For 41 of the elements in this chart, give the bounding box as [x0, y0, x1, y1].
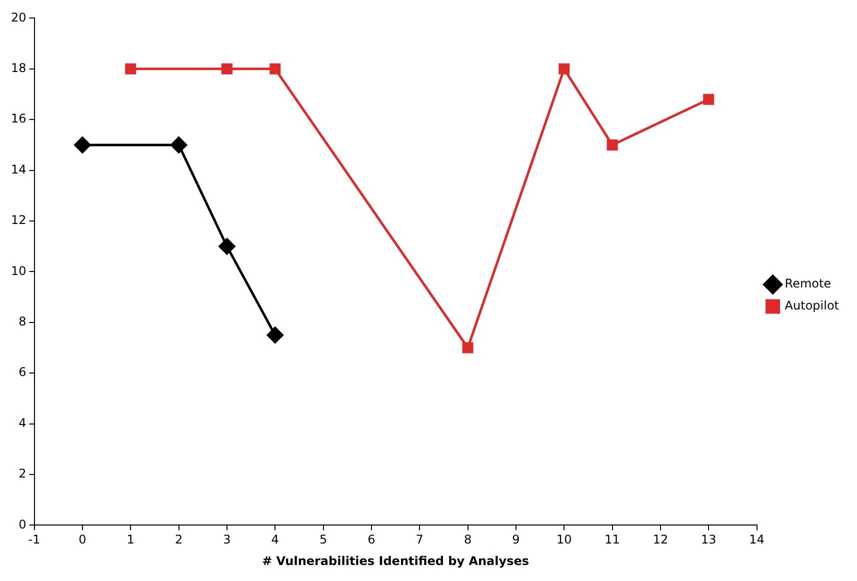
- x-tick-label: 12: [652, 532, 668, 547]
- x-tick-label: 5: [319, 532, 328, 547]
- y-tick-label: 18: [10, 61, 26, 76]
- point: [218, 238, 236, 255]
- point: [270, 63, 281, 74]
- point: [125, 63, 136, 74]
- x-axis-title: # Vulnerabilities Identified by Analyses: [262, 554, 530, 568]
- point: [558, 63, 570, 74]
- x-tick-label: 4: [271, 532, 279, 547]
- y-tick-label: 0: [18, 517, 26, 532]
- y-tick-label: 6: [18, 365, 26, 380]
- point: [462, 342, 474, 354]
- point: [74, 136, 91, 154]
- x-tick-label: 9: [512, 532, 520, 547]
- legend-label: Autopilot: [784, 298, 840, 313]
- point: [266, 326, 284, 344]
- y-tick-label: 16: [10, 112, 26, 126]
- x-tick-label: 11: [604, 532, 620, 547]
- y-tick-label: 4: [18, 416, 26, 430]
- legend-label: Remote: [784, 276, 832, 291]
- y-tick-label: 14: [10, 162, 26, 176]
- x-tick-label: 10: [556, 532, 572, 547]
- x-tick-label: -1: [28, 532, 40, 547]
- point: [170, 136, 188, 154]
- x-tick-label: 13: [700, 532, 716, 547]
- x-tick-label: 6: [368, 532, 376, 547]
- x-tick-label: 3: [223, 532, 231, 547]
- x-tick-label: 1: [126, 532, 134, 547]
- y-tick-label: 12: [10, 213, 26, 228]
- x-tick-label: 2: [174, 532, 183, 547]
- y-tick-label: 2: [18, 466, 26, 481]
- x-tick-label: 14: [749, 532, 764, 547]
- point: [221, 63, 232, 74]
- y-tick-label: 8: [18, 314, 26, 329]
- point: [606, 139, 618, 150]
- x-tick-label: 7: [416, 532, 424, 547]
- y-tick-label: 20: [10, 10, 26, 24]
- x-tick-label: 0: [78, 532, 86, 547]
- x-tick-label: 8: [464, 532, 472, 547]
- y-tick-label: 10: [10, 264, 26, 278]
- point: [703, 94, 714, 105]
